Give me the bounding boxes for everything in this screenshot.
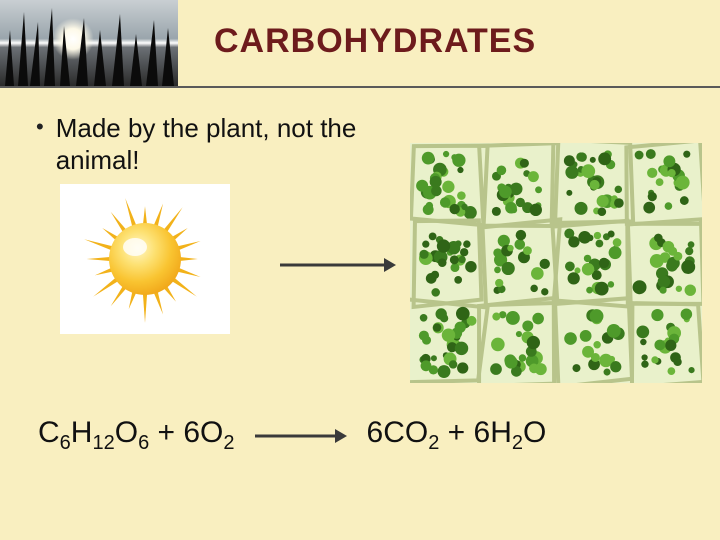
header-photo — [0, 0, 178, 86]
bullet-text: Made by the plant, not the animal! — [56, 112, 436, 176]
equation-left: C6H12O6 + 6O2 — [38, 416, 235, 455]
arrow-sun-to-cells — [278, 252, 398, 283]
arrow-equation — [253, 427, 349, 445]
arrow-icon — [278, 252, 398, 278]
grass-silhouette — [0, 0, 178, 86]
sun-icon — [65, 189, 225, 329]
bullet-row: • Made by the plant, not the animal! — [36, 112, 436, 176]
equation-row: C6H12O6 + 6O2 6CO2 + 6H2O — [38, 416, 698, 455]
arrow-icon — [253, 427, 349, 445]
header-band: CARBOHYDRATES — [0, 0, 720, 92]
equation-right: 6CO2 + 6H2O — [367, 416, 547, 455]
cells-icon — [410, 143, 702, 383]
sun-illustration — [60, 184, 230, 334]
slide-title: CARBOHYDRATES — [214, 22, 536, 61]
plant-cells-illustration — [410, 143, 702, 383]
title-underline — [0, 86, 720, 88]
bullet-marker: • — [36, 112, 44, 142]
